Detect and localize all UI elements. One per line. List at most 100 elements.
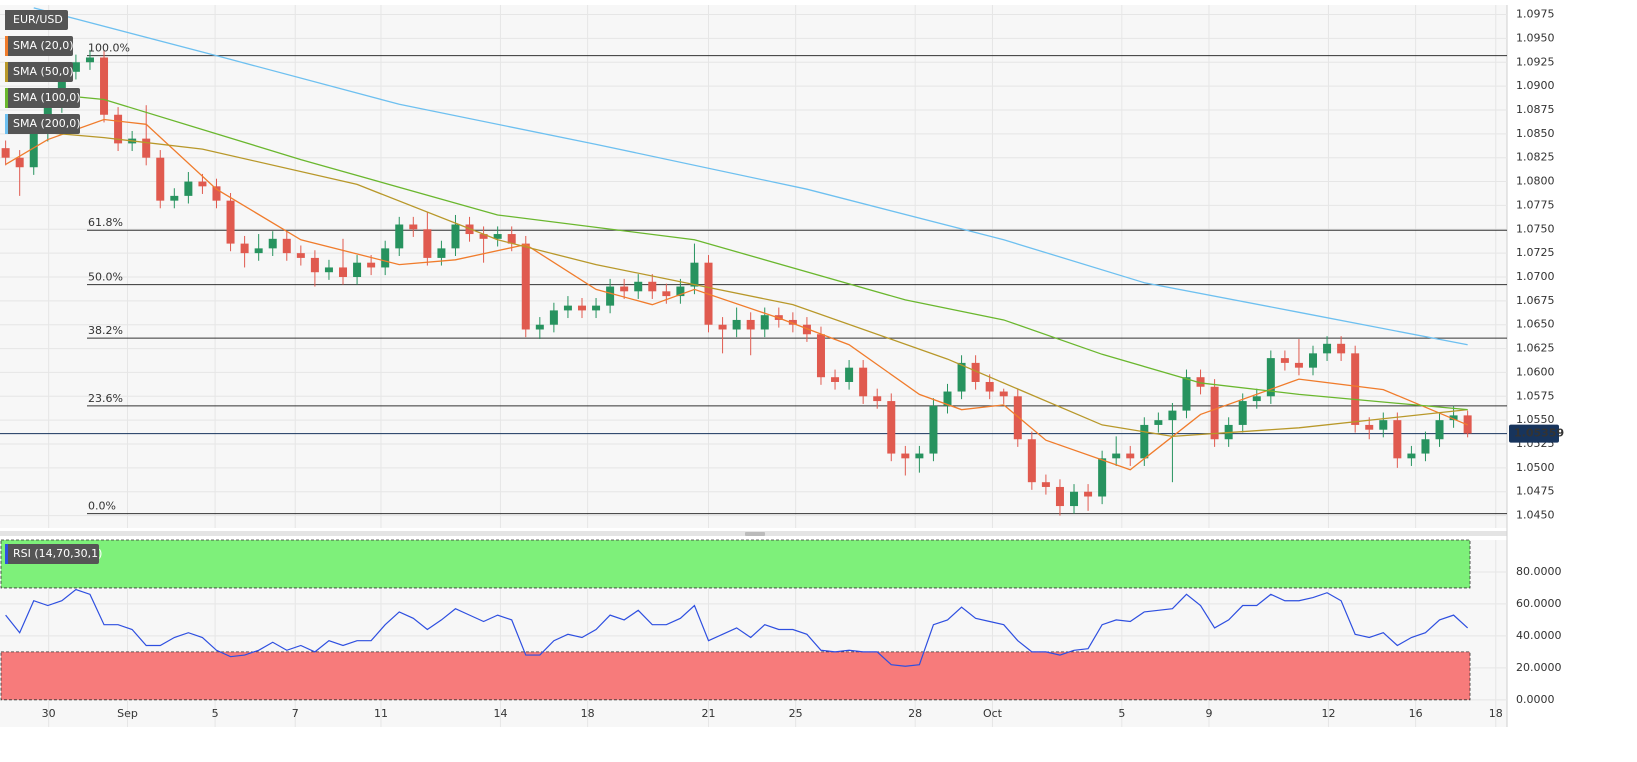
candle-body — [451, 224, 460, 249]
legend-label[interactable]: EUR/USD — [13, 13, 63, 26]
y-tick-label: 1.0575 — [1516, 389, 1555, 402]
candle-body — [718, 324, 727, 330]
legend-swatch — [5, 36, 8, 56]
y-tick-label: 1.0550 — [1516, 413, 1555, 426]
candle-body — [606, 286, 615, 306]
candle-body — [1365, 424, 1374, 430]
candle-body — [381, 248, 390, 268]
candle-body — [282, 238, 291, 254]
x-tick-label: 12 — [1321, 707, 1335, 720]
candle-body — [71, 62, 80, 72]
candle-body — [1449, 415, 1458, 421]
x-tick-label: 28 — [908, 707, 922, 720]
candle-body — [760, 315, 769, 330]
candle-body — [198, 181, 207, 187]
candle-body — [423, 229, 432, 258]
last-price-badge — [1509, 424, 1559, 443]
price-panel — [0, 5, 1507, 528]
candle-body — [1435, 420, 1444, 440]
x-tick-label: Oct — [983, 707, 1003, 720]
candle-body — [831, 377, 840, 382]
legend-label[interactable]: SMA (100,0) — [13, 91, 81, 104]
candle-body — [816, 334, 825, 378]
candle-body — [409, 224, 418, 230]
y-tick-label: 1.0925 — [1516, 55, 1555, 68]
candle-body — [437, 248, 446, 258]
candle-body — [254, 248, 263, 254]
sma-line — [5, 128, 1468, 438]
legend-box[interactable] — [5, 88, 80, 108]
legend-label[interactable]: SMA (50,0) — [13, 65, 74, 78]
candle-body — [957, 362, 966, 392]
candle-body — [915, 453, 924, 459]
candle-body — [1337, 343, 1346, 354]
y-tick-label: 1.0875 — [1516, 103, 1555, 116]
fib-label: 61.8% — [88, 216, 123, 229]
candle-body — [521, 243, 530, 330]
x-tick-label: 16 — [1409, 707, 1423, 720]
candle-body — [114, 114, 123, 144]
candle-body — [662, 291, 671, 297]
y-tick-label: 1.0900 — [1516, 79, 1555, 92]
candle-body — [676, 286, 685, 297]
candle-body — [943, 391, 952, 406]
legend-box[interactable] — [5, 114, 80, 134]
legend-box[interactable] — [5, 544, 99, 564]
candle-body — [170, 195, 179, 201]
y-tick-label: 1.0850 — [1516, 127, 1555, 140]
candle-body — [142, 138, 151, 158]
y-tick-label: 1.0700 — [1516, 270, 1555, 283]
y-tick-label: 40.0000 — [1516, 629, 1562, 642]
y-tick-label: 1.0450 — [1516, 509, 1555, 522]
candle-body — [1126, 453, 1135, 459]
legend-label[interactable]: RSI (14,70,30,1) — [13, 547, 102, 560]
candle-body — [156, 157, 165, 201]
x-tick-label: 18 — [1489, 707, 1503, 720]
y-tick-label: 1.0975 — [1516, 8, 1555, 21]
legend-box[interactable] — [5, 10, 68, 30]
candle-body — [493, 234, 502, 239]
candle-body — [1294, 362, 1303, 368]
candle-body — [29, 133, 38, 168]
candle-body — [1112, 453, 1121, 459]
legend-box[interactable] — [5, 36, 73, 56]
candle-body — [1196, 377, 1205, 387]
x-tick-label: 5 — [1118, 707, 1125, 720]
x-tick-label: 11 — [374, 707, 388, 720]
candle-body — [929, 405, 938, 454]
y-tick-label: 1.0675 — [1516, 294, 1555, 307]
y-tick-label: 20.0000 — [1516, 661, 1562, 674]
candle-body — [1154, 420, 1163, 425]
candle-body — [15, 157, 24, 168]
candle-body — [339, 267, 348, 277]
candle-body — [999, 391, 1008, 397]
candle-body — [1210, 386, 1219, 440]
candle-body — [1041, 482, 1050, 487]
divider-handle[interactable] — [745, 532, 765, 536]
rsi-zone — [0, 539, 1471, 589]
x-tick-label: 21 — [702, 707, 716, 720]
legend-label[interactable]: SMA (20,0) — [13, 39, 74, 52]
candle-body — [479, 234, 488, 239]
candle-body — [901, 453, 910, 459]
x-tick-label: 14 — [493, 707, 507, 720]
fib-label: 100.0% — [88, 42, 130, 55]
candle-body — [1055, 486, 1064, 507]
candle-body — [577, 305, 586, 311]
legend-box[interactable] — [5, 62, 73, 82]
sma-line — [5, 118, 1468, 471]
candle-body — [240, 243, 249, 254]
candle-body — [1168, 410, 1177, 421]
candle-body — [1084, 491, 1093, 497]
candle-body — [268, 238, 277, 249]
candle-body — [1323, 343, 1332, 354]
candle-body — [845, 367, 854, 382]
candle-body — [324, 267, 333, 273]
last-price-label: 1.05359 — [1514, 427, 1564, 440]
y-tick-label: 1.0725 — [1516, 246, 1555, 259]
candle-body — [310, 257, 319, 273]
candle-body — [1379, 420, 1388, 430]
sma-line — [33, 7, 1468, 346]
candle-body — [1421, 439, 1430, 454]
legend-label[interactable]: SMA (200,0) — [13, 117, 81, 130]
